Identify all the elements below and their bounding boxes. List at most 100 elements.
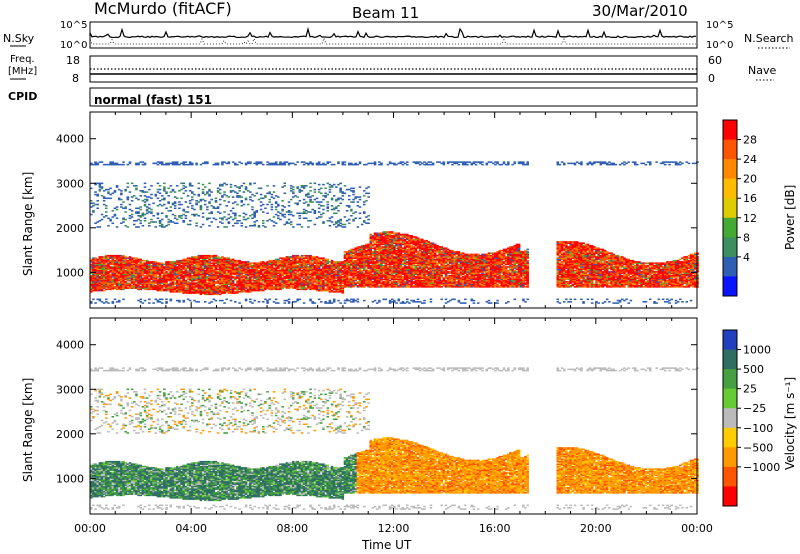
data-cell — [328, 188, 332, 191]
data-cell — [231, 207, 235, 210]
data-cell — [111, 288, 115, 291]
data-cell — [175, 273, 179, 276]
data-cell — [145, 259, 149, 262]
data-cell — [160, 161, 164, 163]
data-cell — [132, 264, 136, 267]
data-cell — [117, 299, 121, 302]
data-cell — [246, 288, 250, 291]
data-cell — [234, 278, 237, 281]
data-cell — [253, 288, 256, 291]
data-cell — [206, 191, 209, 193]
data-cell — [304, 217, 308, 220]
data-cell — [249, 277, 252, 279]
data-cell — [90, 281, 93, 283]
data-cell — [238, 261, 241, 263]
data-cell — [132, 185, 136, 187]
data-cell — [171, 268, 175, 271]
data-cell — [113, 278, 117, 281]
data-cell — [167, 273, 170, 276]
data-cell — [249, 287, 252, 289]
data-cell — [234, 269, 237, 272]
data-cell — [102, 262, 106, 264]
data-cell — [94, 286, 97, 288]
data-cell — [259, 208, 263, 211]
data-cell — [358, 161, 362, 163]
data-cell — [203, 286, 207, 288]
data-cell — [214, 264, 218, 267]
data-cell — [152, 283, 155, 286]
data-cell — [234, 271, 237, 273]
data-cell — [158, 221, 162, 223]
data-cell — [98, 284, 102, 287]
data-cell — [240, 222, 244, 225]
data-cell — [193, 282, 196, 284]
data-cell — [102, 266, 106, 268]
data-cell — [126, 282, 130, 284]
data-cell — [105, 301, 108, 303]
data-cell — [154, 263, 158, 266]
data-cell — [199, 226, 203, 228]
data-cell — [107, 287, 110, 289]
data-cell — [132, 281, 136, 283]
data-cell — [227, 269, 231, 272]
data-cell — [117, 272, 121, 274]
data-cell — [210, 288, 213, 291]
data-cell — [139, 269, 142, 272]
data-cell — [251, 289, 254, 292]
data-cell — [363, 203, 366, 206]
data-cell — [102, 286, 106, 288]
data-cell — [238, 195, 241, 197]
data-cell — [143, 267, 147, 269]
data-cell — [255, 286, 259, 288]
data-cell — [240, 284, 244, 287]
data-cell — [199, 206, 203, 208]
data-cell — [160, 302, 164, 304]
data-cell — [225, 278, 228, 281]
data-cell — [115, 263, 119, 266]
data-cell — [210, 284, 213, 287]
data-cell — [225, 261, 228, 263]
data-cell — [225, 183, 228, 186]
data-cell — [126, 262, 130, 264]
data-cell — [393, 299, 396, 302]
data-cell — [158, 281, 162, 283]
data-cell — [332, 163, 336, 166]
data-cell — [139, 261, 142, 263]
data-cell — [380, 162, 383, 165]
data-cell — [218, 188, 222, 191]
data-cell — [117, 261, 121, 263]
data-cell — [150, 208, 153, 211]
data-cell — [143, 262, 147, 264]
data-cell — [225, 258, 228, 261]
data-cell — [148, 196, 151, 198]
data-cell — [165, 207, 168, 210]
data-cell — [109, 279, 112, 282]
data-cell — [210, 268, 213, 271]
data-cell — [182, 219, 185, 222]
data-cell — [130, 282, 134, 284]
data-cell — [298, 200, 302, 202]
data-cell — [130, 258, 134, 261]
data-cell — [184, 186, 188, 188]
data-cell — [135, 263, 138, 266]
data-cell — [167, 274, 170, 277]
data-cell — [234, 222, 237, 225]
data-cell — [242, 284, 246, 287]
data-cell — [180, 284, 183, 287]
data-cell — [150, 221, 153, 223]
data-cell — [105, 272, 108, 274]
data-cell — [236, 267, 239, 269]
data-cell — [163, 267, 166, 269]
data-cell — [171, 288, 175, 291]
data-cell — [218, 263, 222, 266]
data-cell — [296, 202, 299, 205]
data-cell — [165, 262, 168, 264]
data-cell — [212, 277, 216, 279]
data-cell — [124, 218, 127, 221]
data-cell — [169, 272, 173, 274]
data-cell — [203, 291, 207, 293]
data-cell — [145, 198, 149, 201]
data-cell — [208, 190, 211, 192]
data-cell — [287, 205, 291, 207]
data-cell — [249, 288, 252, 291]
